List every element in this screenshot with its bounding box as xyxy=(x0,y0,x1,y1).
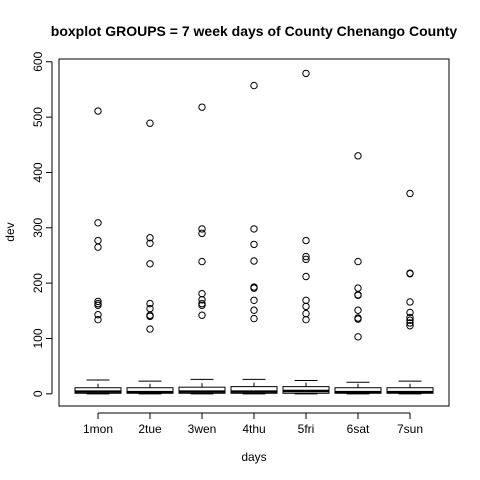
chart-title: boxplot GROUPS = 7 week days of County C… xyxy=(51,23,458,39)
x-tick-label: 2tue xyxy=(138,422,162,436)
y-tick-label: 200 xyxy=(31,273,45,293)
y-tick-label: 400 xyxy=(31,162,45,182)
y-tick-label: 600 xyxy=(31,51,45,71)
y-tick-label: 100 xyxy=(31,328,45,348)
x-axis-label: days xyxy=(241,450,266,464)
x-tick-label: 6sat xyxy=(347,422,370,436)
x-tick-label: 3wen xyxy=(188,422,217,436)
x-tick-label: 1mon xyxy=(83,422,113,436)
x-tick-label: 7sun xyxy=(397,422,423,436)
x-tick-label: 4thu xyxy=(242,422,265,436)
y-axis-label: dev xyxy=(3,222,17,241)
y-tick-label: 0 xyxy=(31,390,45,397)
y-tick-label: 300 xyxy=(31,217,45,237)
y-tick-label: 500 xyxy=(31,107,45,127)
x-tick-label: 5fri xyxy=(298,422,315,436)
